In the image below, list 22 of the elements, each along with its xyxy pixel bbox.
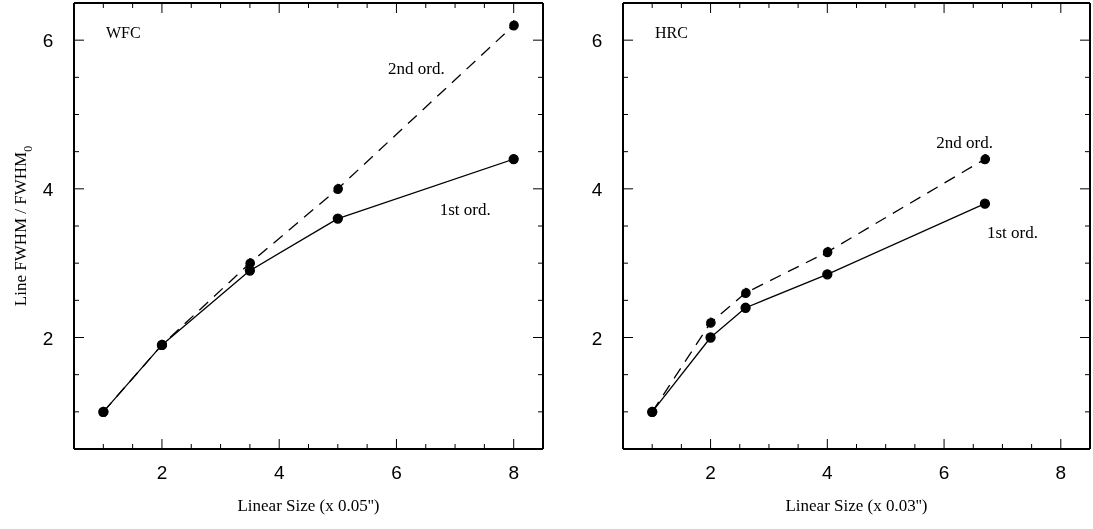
text: WFC [106, 23, 141, 43]
series-label: 1st ord. [986, 222, 1038, 242]
x-tick-label: 6 [391, 462, 402, 483]
x-tick-label: 8 [1055, 462, 1067, 483]
series-label: 2nd ord. [936, 133, 993, 153]
series-label: 1st ord. [439, 200, 491, 220]
y-tick-label: 2 [42, 327, 54, 349]
x-tick-label: 2 [705, 462, 716, 483]
y-tick-label: 4 [42, 178, 54, 200]
x-tick-label: 4 [273, 462, 285, 483]
text: HRC [655, 23, 688, 43]
series-label: 2nd ord. [388, 59, 445, 79]
x-tick-label: 6 [938, 462, 950, 483]
y-tick-label: 6 [42, 30, 54, 52]
x-axis-title: Linear Size (x 0.03'') [785, 496, 928, 515]
y-tick-label: 4 [591, 178, 603, 200]
y-tick-label: 6 [591, 30, 603, 52]
x-tick-label: 4 [822, 462, 834, 483]
y-tick-label: 2 [591, 327, 603, 349]
x-tick-label: 8 [508, 462, 519, 483]
x-tick-label: 2 [156, 462, 168, 483]
x-axis-title: Linear Size (x 0.05'') [237, 496, 380, 515]
